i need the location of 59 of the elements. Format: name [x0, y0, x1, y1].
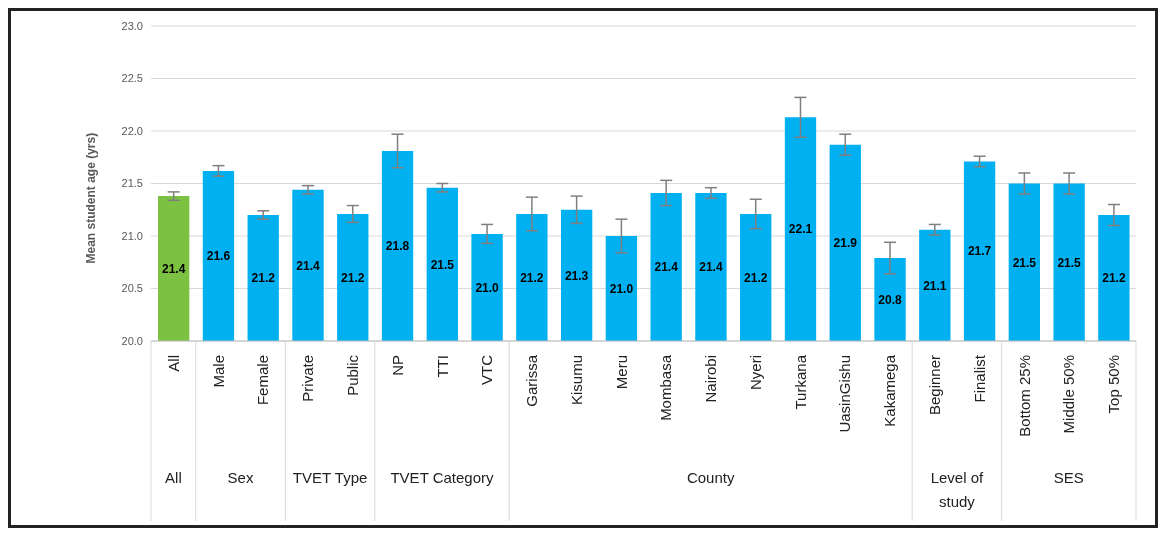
data-label: 21.2	[520, 270, 544, 285]
data-label: 21.7	[967, 244, 992, 259]
data-label: 21.3	[564, 268, 589, 283]
x-tick-label: Male	[209, 355, 227, 388]
data-label: 21.8	[385, 239, 410, 254]
text: All	[165, 469, 182, 486]
x-tick-label: Public	[343, 354, 361, 396]
x-tick-label: Nyeri	[746, 355, 764, 391]
x-tick-label: UasinGishu	[836, 355, 854, 433]
x-tick-label: Finalist	[970, 354, 988, 403]
x-tick-label: VTC	[478, 354, 496, 385]
x-tick-label: Mombasa	[657, 354, 675, 421]
data-label: 21.4	[161, 261, 186, 276]
data-label: 21.2	[744, 270, 768, 285]
x-tick-label: Bottom 25%	[1015, 355, 1033, 437]
text: Sex	[227, 469, 254, 486]
x-tick-label: Turkana	[791, 354, 809, 410]
x-tick-label: Meru	[612, 355, 630, 390]
y-axis-title: Mean student age (yrs)	[84, 132, 99, 264]
data-label: 21.2	[1102, 271, 1126, 286]
x-tick-label: Kisumu	[567, 355, 585, 406]
data-label: 21.5	[1057, 255, 1082, 270]
x-tick-label: Middle 50%	[1060, 355, 1078, 434]
data-label: 21.2	[251, 271, 276, 286]
text: County	[686, 469, 735, 486]
y-tick-label: 20.5	[121, 282, 143, 295]
y-tick-label: 20.0	[121, 334, 143, 347]
data-label: 21.2	[341, 270, 365, 285]
data-label: 21.0	[609, 281, 634, 296]
text: TVET Type	[292, 469, 368, 486]
x-tick-label: TTI	[433, 355, 451, 378]
data-label: 21.1	[923, 278, 947, 293]
x-tick-label: Private	[299, 355, 317, 402]
text: Level of study	[930, 469, 984, 510]
y-tick-label: 21.5	[121, 177, 143, 190]
data-label: 21.9	[833, 236, 858, 251]
data-label: 20.8	[878, 292, 903, 307]
y-tick-label: 23.0	[121, 19, 143, 32]
y-tick-label: 22.5	[121, 72, 143, 85]
x-tick-label: Nairobi	[702, 355, 720, 403]
x-tick-label: Beginner	[926, 355, 944, 416]
data-label: 21.5	[430, 257, 455, 272]
y-tick-label: 22.0	[121, 124, 143, 137]
x-tick-label: Top 50%	[1105, 355, 1123, 414]
x-tick-label: NP	[388, 355, 406, 376]
x-tick-label: Female	[254, 355, 272, 406]
data-label: 21.4	[699, 260, 723, 275]
text: TVET Category	[390, 469, 495, 486]
data-label: 21.6	[206, 249, 231, 264]
data-label: 22.1	[788, 222, 813, 237]
data-label: 21.4	[296, 258, 320, 273]
data-label: 21.4	[654, 260, 679, 275]
data-label: 21.0	[475, 280, 500, 295]
x-tick-label: Kakamega	[881, 354, 899, 427]
x-tick-label: All	[164, 355, 182, 372]
data-label: 21.5	[1012, 255, 1037, 270]
x-tick-label: Garissa	[523, 354, 541, 407]
text: SES	[1053, 469, 1084, 486]
y-tick-label: 21.0	[121, 229, 143, 242]
